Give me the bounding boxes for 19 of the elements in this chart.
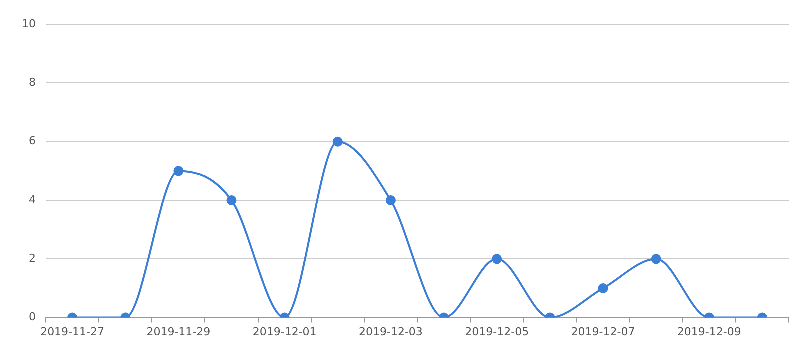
y-tick-label: 4 (28, 193, 36, 206)
point (651, 254, 662, 264)
y-tick-label: 10 (22, 17, 36, 30)
x-tick-label: 2019-12-05 (465, 325, 530, 338)
x-tick-label: 2019-12-01 (252, 325, 317, 338)
point (226, 196, 237, 206)
y-tick-label: 8 (28, 76, 36, 90)
x-tick-label: 2019-11-27 (40, 325, 104, 338)
y-tick-label: 0 (28, 310, 36, 324)
y-tick-label: 2 (28, 252, 36, 266)
point (174, 166, 184, 176)
x-tick-label: 2019-12-07 (571, 325, 636, 338)
point (492, 254, 502, 264)
x-tick-label: 2019-11-29 (146, 325, 211, 338)
y-tick-label: 6 (28, 134, 36, 148)
point (386, 196, 396, 206)
point (598, 283, 608, 294)
x-tick-label: 2019-12-03 (358, 325, 423, 338)
x-tick-label: 2019-12-09 (677, 325, 742, 338)
